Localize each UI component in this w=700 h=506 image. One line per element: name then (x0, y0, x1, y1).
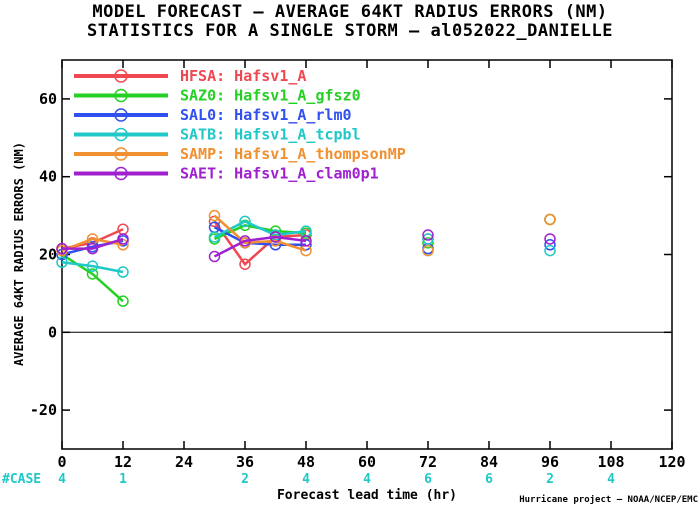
x-tick-label: 72 (419, 453, 437, 471)
series-line-saet (213, 235, 307, 258)
legend-label-hfsa: HFSA: Hafsv1_A (180, 67, 306, 85)
legend-marker-saet (114, 166, 128, 181)
series-line-saet (62, 237, 124, 250)
series-line-satb (61, 261, 124, 274)
x-tick-label: 36 (236, 453, 254, 471)
x-tick-label: 120 (658, 453, 685, 471)
data-point-saet (422, 229, 434, 241)
y-tick-label: 0 (48, 323, 57, 341)
data-point-saet (544, 233, 556, 245)
x-tick-label: 108 (597, 453, 624, 471)
legend-marker-samp (114, 147, 128, 161)
data-point-satb (86, 260, 99, 272)
case-count: 2 (241, 472, 249, 487)
chart-title: MODEL FORECAST – AVERAGE 64KT RADIUS ERR… (92, 2, 608, 22)
data-point-saz0 (422, 237, 434, 249)
data-point-saet (56, 242, 68, 255)
data-point-satb (239, 215, 251, 228)
data-point-saz0 (117, 295, 129, 307)
y-tick-label: 20 (39, 246, 57, 264)
data-point-satb (56, 256, 68, 269)
case-count: 4 (58, 472, 66, 487)
x-tick-label: 84 (480, 453, 498, 471)
case-count: 2 (546, 472, 554, 487)
data-point-samp (422, 244, 434, 257)
y-tick-label: 60 (39, 90, 57, 108)
legend-label-samp: SAMP: Hafsv1_A_thompsonMP (180, 145, 406, 163)
x-tick-label: 0 (57, 453, 66, 471)
x-tick-label: 48 (297, 453, 315, 471)
data-point-saet (239, 235, 251, 247)
data-point-saz0 (86, 268, 99, 280)
credit-text: Hurricane project – NOAA/NCEP/EMC (519, 494, 698, 505)
data-point-satb (208, 231, 221, 243)
x-tick-label: 96 (541, 453, 559, 471)
legend-marker-sal0 (114, 108, 128, 122)
x-tick-label: 24 (175, 453, 193, 471)
case-count: 1 (119, 472, 127, 487)
data-point-sal0 (544, 239, 556, 251)
data-point-satb (422, 233, 434, 245)
data-point-satb (544, 244, 556, 257)
series-line-samp (213, 214, 307, 252)
legend-marker-hfsa (114, 69, 128, 83)
data-point-saet (117, 233, 129, 245)
x-tick-label: 12 (114, 453, 132, 471)
data-point-samp (208, 209, 221, 222)
y-tick-label: -20 (30, 401, 57, 419)
y-tick-label: 40 (39, 168, 57, 186)
series-line-hfsa (213, 220, 307, 267)
case-count: 4 (363, 472, 371, 487)
legend-marker-satb (114, 127, 128, 142)
chart-subtitle: STATISTICS FOR A SINGLE STORM – al052022… (86, 21, 613, 41)
case-label: #CASE (2, 472, 41, 487)
legend-label-satb: SATB: Hafsv1_A_tcpbl (180, 126, 361, 144)
legend-label-sal0: SAL0: Hafsv1_A_rlm0 (180, 106, 352, 124)
data-point-saet (208, 250, 221, 263)
legend-label-saet: SAET: Hafsv1_A_clam0p1 (180, 165, 379, 183)
data-point-samp (544, 213, 556, 226)
data-point-saet (300, 235, 312, 247)
legend-label-saz0: SAZ0: Hafsv1_A_gfsz0 (180, 87, 361, 105)
y-axis-label: AVERAGE 64KT RADIUS ERRORS (NM) (12, 142, 26, 366)
case-count: 4 (302, 472, 310, 487)
case-count: 6 (424, 472, 432, 487)
data-point-hfsa (239, 258, 251, 270)
case-count: 6 (485, 472, 493, 487)
plot-frame (61, 59, 673, 450)
case-count: 4 (607, 472, 615, 487)
x-axis-label: Forecast lead time (hr) (277, 488, 457, 503)
series-line-saz0 (61, 253, 124, 303)
data-point-saet (86, 242, 99, 255)
legend-marker-saz0 (114, 88, 128, 103)
data-point-saet (269, 231, 282, 243)
data-point-satb (117, 266, 129, 278)
x-tick-label: 60 (358, 453, 376, 471)
